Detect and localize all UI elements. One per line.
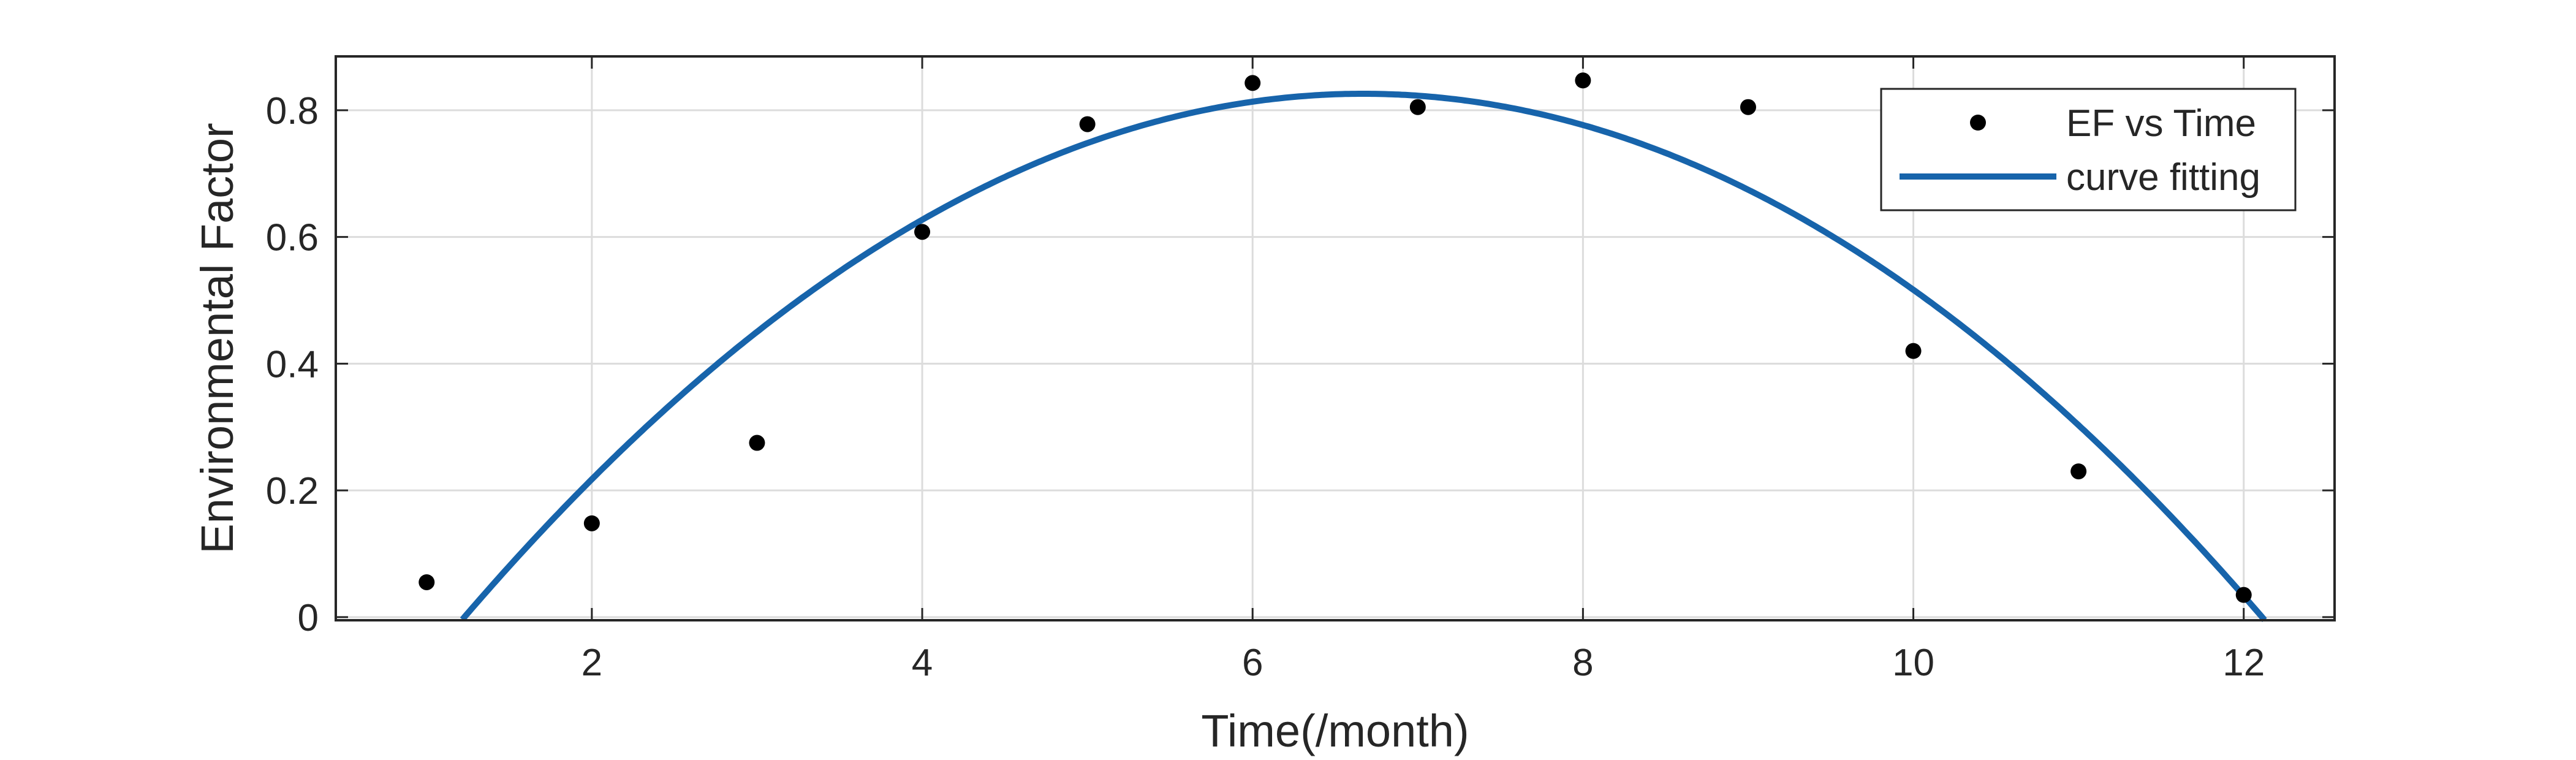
curve-layer bbox=[460, 91, 2267, 622]
x-tick-label: 4 bbox=[912, 642, 933, 684]
ticks: 2 4 6 8 10 12 0 0.2 0.4 0.6 0.8 bbox=[266, 56, 2335, 684]
legend: EF vs Time curve fitting bbox=[1880, 88, 2297, 211]
x-tick-label: 10 bbox=[1892, 642, 1934, 684]
data-point bbox=[749, 435, 765, 451]
y-tick-label: 0.4 bbox=[266, 343, 319, 386]
data-point bbox=[1409, 99, 1426, 115]
axes bbox=[335, 55, 2336, 621]
legend-label-ef-vs-time: EF vs Time bbox=[2066, 102, 2256, 145]
legend-marker-ef-vs-time bbox=[1970, 115, 1986, 131]
x-axis-label: Time(/month) bbox=[1201, 705, 1469, 756]
points-layer bbox=[419, 72, 2252, 603]
data-point bbox=[2070, 463, 2087, 480]
data-point bbox=[1244, 75, 1261, 91]
legend-box bbox=[1880, 88, 2297, 211]
y-tick-label: 0.8 bbox=[266, 90, 319, 132]
data-point bbox=[914, 224, 931, 240]
plot-area-frame bbox=[335, 55, 2336, 621]
x-tick-label: 8 bbox=[1572, 642, 1593, 684]
y-axis-label: Environmental Factor bbox=[192, 123, 243, 553]
legend-label-curve-fitting: curve fitting bbox=[2066, 156, 2260, 199]
data-point bbox=[2235, 587, 2252, 603]
x-tick-label: 6 bbox=[1242, 642, 1263, 684]
data-point bbox=[583, 515, 600, 531]
data-point bbox=[1740, 99, 1756, 115]
x-tick-label: 2 bbox=[581, 642, 602, 684]
y-tick-label: 0.6 bbox=[266, 217, 319, 259]
y-tick-label: 0 bbox=[298, 597, 319, 639]
x-tick-label: 12 bbox=[2222, 642, 2265, 684]
data-point bbox=[1905, 343, 1922, 359]
data-point bbox=[419, 574, 435, 590]
data-point bbox=[1079, 116, 1096, 132]
y-tick-label: 0.2 bbox=[266, 470, 319, 512]
fit-curve bbox=[460, 91, 2267, 622]
data-point bbox=[1575, 72, 1591, 89]
